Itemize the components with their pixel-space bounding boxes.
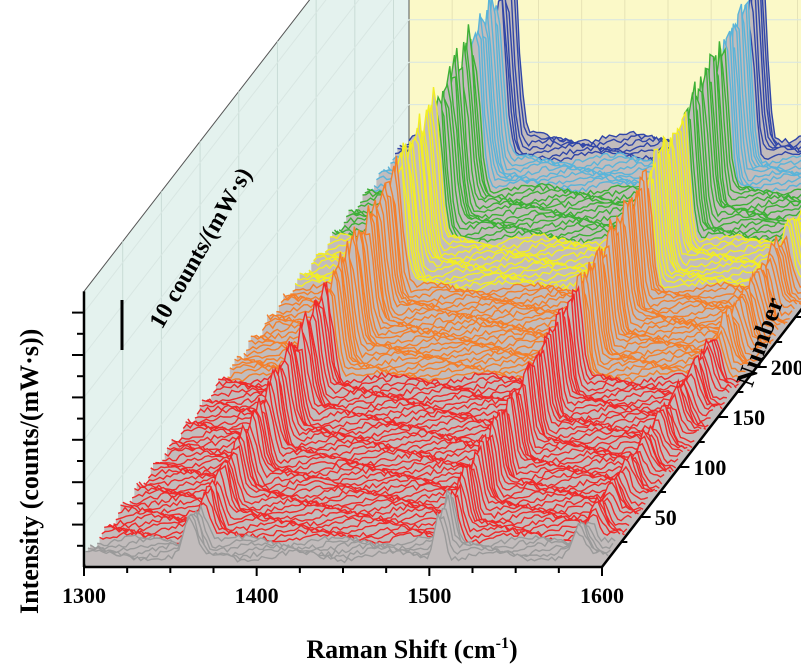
wall-gridline [83, 0, 393, 398]
wall-gridline [83, 0, 360, 356]
spectrum-fill [90, 508, 609, 559]
axes-group: 130014001500160050100150200250300350400 [62, 291, 801, 608]
spectrum-fill [87, 514, 606, 562]
z-tick-label: 100 [693, 455, 726, 480]
spectrum-line [85, 511, 605, 564]
z-tick-label: 200 [771, 355, 801, 380]
z-tick-label: 150 [732, 405, 765, 430]
spectrum-fill [343, 84, 801, 232]
x-tick-label: 1300 [62, 583, 106, 608]
spectrum-fill [85, 514, 604, 565]
z-axis-line [601, 307, 801, 568]
spectrum-fill [318, 130, 801, 265]
x-tick-label: 1500 [407, 583, 451, 608]
y-axis-title: Intensity (counts/(mW·s)) [15, 329, 44, 614]
z-tick-label: 50 [655, 505, 677, 530]
x-tick-label: 1600 [580, 583, 624, 608]
spectrum-fill [346, 66, 801, 229]
spectrum-fill [353, 48, 801, 220]
wall-gridline [83, 0, 327, 313]
x-tick-label: 1400 [235, 583, 279, 608]
x-axis-title: Raman Shift (cm-1) [306, 635, 517, 664]
spectra-group [85, 0, 801, 565]
